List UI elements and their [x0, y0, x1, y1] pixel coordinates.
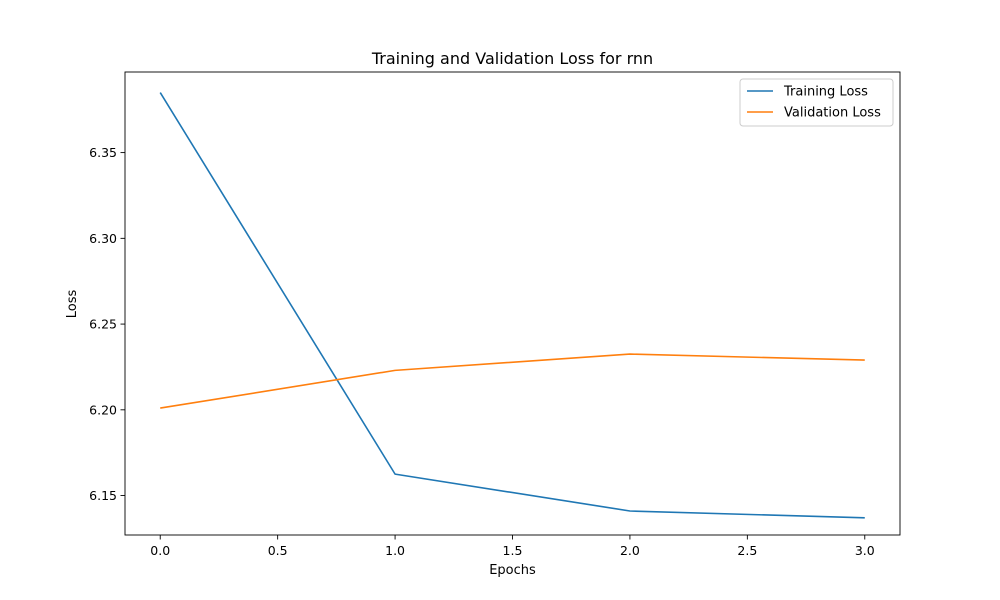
x-tick-label: 1.0 [385, 543, 405, 558]
x-tick-label: 1.5 [503, 543, 523, 558]
x-tick-label: 2.5 [737, 543, 757, 558]
plot-frame [124, 71, 901, 536]
x-tick-label: 2.0 [620, 543, 640, 558]
x-tick-label: 0.5 [268, 543, 288, 558]
y-axis-label: Loss [65, 290, 80, 319]
y-tick-label: 6.30 [89, 231, 117, 246]
chart-title: Training and Validation Loss for rnn [371, 49, 653, 68]
plot-area: 0.0 0.5 1.0 1.5 2.0 2.5 3.0 6.15 6.20 6.25 6.30 6.3… [89, 71, 901, 558]
legend-label: Training Loss [783, 85, 868, 100]
x-tick-label: 3.0 [855, 543, 875, 558]
y-tick-label: 6.35 [89, 145, 117, 160]
series-line-training-loss [159, 92, 865, 519]
x-axis-label: Epochs [489, 563, 536, 578]
y-tick-label: 6.15 [89, 488, 117, 503]
legend-label: Validation Loss [784, 106, 881, 121]
y-tick-label: 6.25 [89, 317, 117, 332]
x-tick-label: 0.0 [150, 543, 170, 558]
series-line-validation-loss [160, 353, 865, 409]
y-tick-label: 6.20 [89, 402, 117, 417]
legend-box [739, 78, 894, 127]
